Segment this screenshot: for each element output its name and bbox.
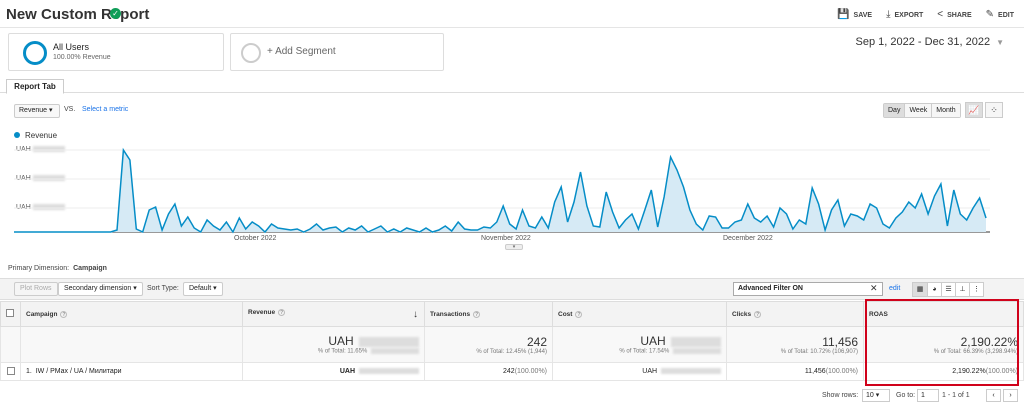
help-icon: ? xyxy=(473,310,481,318)
revenue-chart xyxy=(14,147,990,234)
table-row: 1. IW / PMax / UA / Милитари UAH 242(100… xyxy=(0,362,1024,381)
add-segment-ring-icon xyxy=(241,43,261,63)
help-icon: ? xyxy=(575,310,583,318)
primary-dimension: Primary Dimension: Campaign xyxy=(8,265,107,272)
share-icon: < xyxy=(937,9,944,20)
help-icon: ? xyxy=(278,308,286,316)
primary-dimension-value[interactable]: Campaign xyxy=(73,265,107,272)
select-all-header xyxy=(0,301,21,327)
row-revenue: UAH xyxy=(242,362,425,381)
segment-title: All Users xyxy=(53,42,90,52)
chart-resize-handle[interactable]: ▾ xyxy=(505,244,523,250)
row-transactions: 242(100.00%) xyxy=(424,362,553,381)
select-all-checkbox[interactable] xyxy=(6,309,14,317)
plot-rows-button[interactable]: Plot Rows xyxy=(14,282,58,296)
data-table-icon[interactable]: ▦ xyxy=(913,283,927,296)
total-revenue: UAH % of Total: 11.65% xyxy=(242,326,425,363)
total-transactions: 242% of Total: 12.45% (1,944) xyxy=(424,326,553,363)
campaign-link[interactable]: IW / PMax / UA / Милитари xyxy=(35,368,122,375)
total-cost: UAH % of Total: 17.54% xyxy=(552,326,727,363)
clear-filter-icon[interactable]: ✕ xyxy=(870,283,878,293)
edit-button[interactable]: ✎ EDIT xyxy=(985,9,1014,20)
add-segment-label: + Add Segment xyxy=(267,46,336,57)
sort-type-select[interactable]: Default ▾ xyxy=(183,282,223,296)
help-icon: ? xyxy=(754,310,762,318)
column-header-roas[interactable]: ROAS xyxy=(863,301,1024,327)
tab-report[interactable]: Report Tab xyxy=(6,79,64,94)
report-title: New Custom Report xyxy=(6,6,150,23)
column-header-cost[interactable]: Cost? xyxy=(552,301,727,327)
column-header-campaign[interactable]: Campaign? xyxy=(20,301,243,327)
help-icon: ? xyxy=(60,310,68,318)
data-table: Campaign? Revenue? ↓ Transactions? Cost? … xyxy=(0,301,1024,381)
x-tick-label: December 2022 xyxy=(723,235,773,242)
add-segment-button[interactable]: + Add Segment xyxy=(230,33,444,71)
row-index: 1. xyxy=(26,368,32,375)
save-icon: 💾 xyxy=(837,9,850,20)
page-range: 1 - 1 of 1 xyxy=(942,392,970,399)
row-cost: UAH xyxy=(552,362,727,381)
chart-legend: Revenue xyxy=(14,131,57,140)
week-button[interactable]: Week xyxy=(904,104,932,117)
line-chart-icon[interactable]: 📈 xyxy=(965,102,983,118)
chevron-down-icon: ▼ xyxy=(996,38,1004,47)
segment-all-users[interactable]: All Users 100.00% Revenue xyxy=(8,33,224,71)
column-header-clicks[interactable]: Clicks? xyxy=(726,301,864,327)
goto-label: Go to: xyxy=(896,392,916,399)
secondary-dimension-select[interactable]: Secondary dimension ▾ xyxy=(58,282,143,296)
pie-chart-icon[interactable]: ◕ xyxy=(927,283,941,296)
legend-dot-icon xyxy=(14,132,20,138)
column-header-revenue[interactable]: Revenue? ↓ xyxy=(242,301,425,327)
row-checkbox[interactable] xyxy=(6,366,15,375)
edit-filter-link[interactable]: edit xyxy=(889,285,901,292)
table-view-buttons: ▦ ◕ ☰ ⊥ ⋮ xyxy=(912,282,984,297)
segment-subtitle: 100.00% Revenue xyxy=(53,54,111,61)
export-icon: ⤓ xyxy=(886,9,891,20)
sort-type-label: Sort Type: xyxy=(147,285,179,292)
advanced-filter-input[interactable]: Advanced Filter ON xyxy=(733,282,883,296)
motion-chart-icon[interactable]: ⁘ xyxy=(985,102,1003,118)
export-button[interactable]: ⤓ EXPORT xyxy=(886,9,924,20)
pivot-icon[interactable]: ⋮ xyxy=(969,283,983,296)
vs-label: VS. xyxy=(64,106,76,113)
rows-per-page-select[interactable]: 10 ▾ xyxy=(862,389,890,402)
save-button[interactable]: 💾 SAVE xyxy=(837,9,873,20)
revenue-line xyxy=(14,147,987,234)
roas-highlight-box xyxy=(865,299,1019,386)
date-range-picker[interactable]: Sep 1, 2022 - Dec 31, 2022 ▼ xyxy=(855,36,1004,48)
show-rows-label: Show rows: xyxy=(822,392,859,399)
report-header xyxy=(0,0,1024,28)
sort-desc-icon: ↓ xyxy=(413,308,418,320)
row-clicks: 11,456(100.00%) xyxy=(726,362,864,381)
month-button[interactable]: Month xyxy=(931,104,960,117)
header-actions: 💾 SAVE ⤓ EXPORT < SHARE ✎ EDIT xyxy=(837,9,1014,20)
metric-select[interactable]: Revenue ▾ xyxy=(14,104,60,118)
segment-ring-icon xyxy=(23,41,47,65)
comparison-icon[interactable]: ⊥ xyxy=(955,283,969,296)
row-roas: 2,190.22%(100.00%) xyxy=(863,362,1024,381)
day-button[interactable]: Day xyxy=(884,104,905,117)
x-tick-label: October 2022 xyxy=(234,235,277,242)
column-header-transactions[interactable]: Transactions? xyxy=(424,301,553,327)
goto-input[interactable]: 1 xyxy=(917,389,939,402)
granularity-buttons: Day Week Month xyxy=(883,103,961,118)
select-metric-link[interactable]: Select a metric xyxy=(82,106,129,113)
prev-page-button[interactable]: ‹ xyxy=(986,389,1001,402)
total-clicks: 11,456% of Total: 10.72% (106,907) xyxy=(726,326,864,363)
tab-divider xyxy=(0,92,1024,94)
chart-type-buttons: 📈 ⁘ xyxy=(965,102,1003,118)
total-roas: 2,190.22%% of Total: 66.39% (3,298.94%) xyxy=(863,326,1024,363)
performance-icon[interactable]: ☰ xyxy=(941,283,955,296)
verified-check-icon: ✓ xyxy=(110,8,121,19)
edit-icon: ✎ xyxy=(985,9,995,20)
share-button[interactable]: < SHARE xyxy=(937,9,972,20)
x-tick-label: November 2022 xyxy=(481,235,531,242)
totals-row: UAH % of Total: 11.65% 242% of Total: 12… xyxy=(0,326,1024,363)
next-page-button[interactable]: › xyxy=(1003,389,1018,402)
